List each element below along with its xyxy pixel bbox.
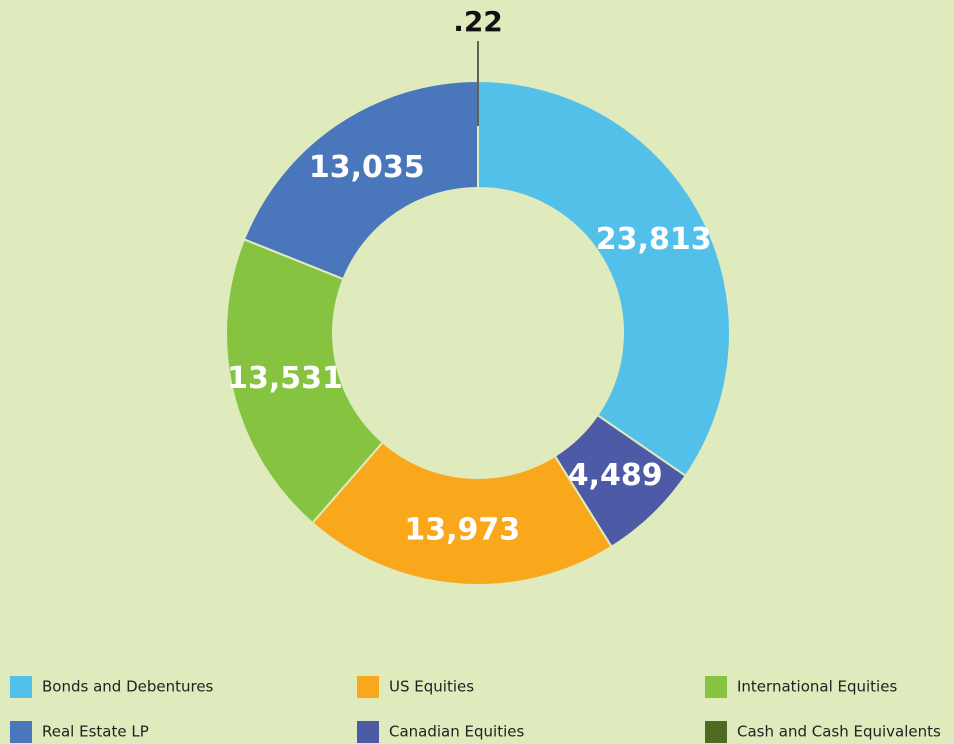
legend-swatch <box>705 721 727 743</box>
donut-slice <box>242 79 479 281</box>
slice-label: .22 <box>453 5 503 38</box>
slice-label: 13,531 <box>227 361 343 396</box>
legend-label: Bonds and Debentures <box>42 678 214 696</box>
slice-label: 23,813 <box>596 222 712 257</box>
legend-swatch <box>705 676 727 698</box>
legend-swatch <box>357 721 379 743</box>
legend-label: Cash and Cash Equivalents <box>737 723 941 741</box>
legend-label: US Equities <box>389 678 474 696</box>
legend-swatch <box>357 676 379 698</box>
legend-swatch <box>10 721 32 743</box>
donut-slice <box>477 79 731 478</box>
legend-label: Real Estate LP <box>42 723 149 741</box>
donut-slice <box>225 237 385 525</box>
slice-label: 13,035 <box>309 150 425 185</box>
legend-label: International Equities <box>737 678 897 696</box>
slice-label: 4,489 <box>568 458 663 493</box>
legend-label: Canadian Equities <box>389 723 524 741</box>
donut-slice <box>311 440 613 586</box>
slice-label: 13,973 <box>404 512 520 547</box>
legend-swatch <box>10 676 32 698</box>
